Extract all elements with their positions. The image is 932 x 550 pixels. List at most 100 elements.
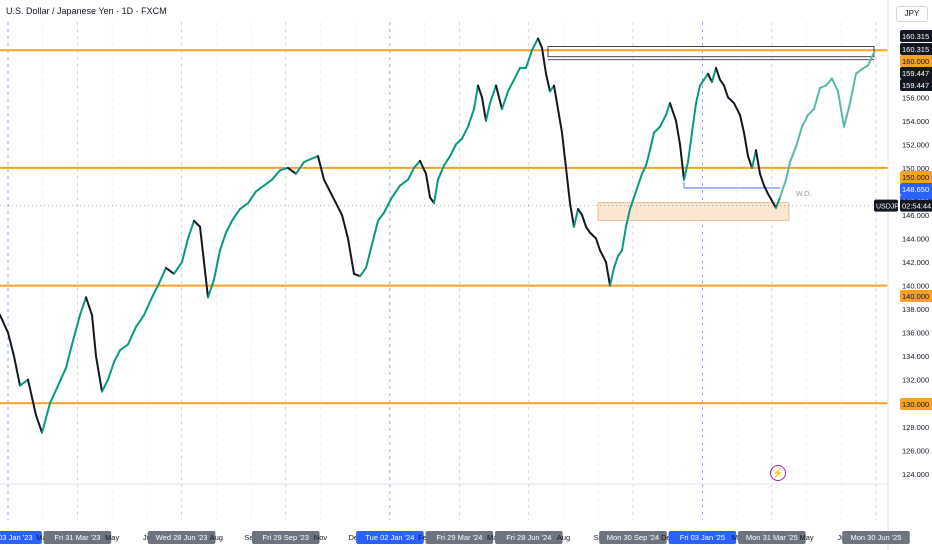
- price-segment: [695, 84, 701, 105]
- price-segment: [413, 159, 421, 169]
- price-segment: [771, 199, 777, 209]
- zones: W.O.: [547, 46, 875, 221]
- price-segment: [57, 366, 67, 387]
- price-segment: [525, 49, 533, 69]
- x-tick-box: [668, 531, 737, 544]
- projection-segment: [825, 77, 833, 87]
- x-tick-label: Fri 03 Jan '25: [680, 533, 725, 542]
- x-tick-label: Tue 03 Jan '23: [0, 533, 33, 542]
- price-label: 159.447: [902, 69, 929, 78]
- x-tick-label: Ma: [732, 533, 743, 542]
- price-segment: [85, 296, 93, 317]
- projection-segment: [795, 125, 803, 148]
- price-segment: [79, 296, 87, 317]
- price-segment: [311, 155, 319, 160]
- x-tick-label: May: [105, 533, 119, 542]
- projection-segment: [837, 90, 845, 128]
- price-label-box: [900, 67, 932, 79]
- price-segment: [767, 192, 773, 202]
- price-segment: [207, 278, 215, 299]
- price-segment: [101, 378, 109, 393]
- price-segment: [703, 72, 709, 81]
- price-segment: [759, 172, 765, 187]
- price-segment: [477, 84, 483, 99]
- price-segment: [303, 157, 313, 164]
- price-segment: [467, 108, 475, 128]
- price-segment: [371, 219, 379, 246]
- x-tick-label: Mar: [36, 533, 49, 542]
- price-segment: [71, 314, 81, 346]
- y-tick-label: 128.000: [902, 423, 929, 432]
- price-segment: [507, 78, 515, 93]
- price-segment: [287, 166, 297, 175]
- horizontal-levels: [0, 49, 888, 405]
- price-segment: [19, 378, 29, 387]
- price-segment: [675, 119, 681, 146]
- currency-button[interactable]: JPY: [896, 6, 928, 22]
- price-segment: [747, 155, 753, 169]
- price-segment: [91, 314, 97, 358]
- x-tick-label: Mon 30 Sep '24: [607, 533, 659, 542]
- price-label-box: [900, 290, 932, 302]
- y-tick-label: 134.000: [902, 352, 929, 361]
- price-segment: [585, 225, 591, 234]
- grid: [0, 22, 888, 520]
- y-tick-label: 154.000: [902, 117, 929, 126]
- price-label: 160.315: [902, 45, 929, 54]
- price-label-box: [900, 30, 932, 42]
- price-segment: [107, 361, 115, 381]
- price-segment: [255, 184, 265, 193]
- y-tick-label: 152.000: [902, 140, 929, 149]
- price-segment: [13, 355, 21, 387]
- x-tick-box: [43, 531, 112, 544]
- price-segment: [659, 113, 667, 128]
- price-segment: [271, 169, 281, 181]
- price-segment: [545, 72, 551, 93]
- price-segment: [687, 131, 693, 164]
- price-segment: [295, 161, 305, 175]
- price-segment: [495, 84, 503, 111]
- price-segment: [683, 161, 689, 181]
- price-segment: [775, 196, 781, 209]
- x-tick-label: Aug: [210, 533, 223, 542]
- x-tick-box: [356, 531, 424, 544]
- price-label: 159.447: [902, 81, 929, 90]
- price-segment: [531, 37, 539, 52]
- x-tick-label: Se: [594, 533, 603, 542]
- x-tick-label: Fri 28 Jun '24: [506, 533, 551, 542]
- x-tick-label: Dec: [349, 533, 363, 542]
- price-segment: [707, 72, 713, 84]
- price-segment: [341, 213, 349, 240]
- x-tick-label: Aug: [557, 533, 570, 542]
- x-tick-box: [599, 531, 667, 544]
- price-segment: [239, 202, 249, 211]
- price-segment: [733, 102, 741, 116]
- countdown-box: [900, 199, 932, 212]
- price-segment: [113, 349, 121, 364]
- price-segment: [751, 149, 757, 169]
- y-tick-label: 144.000: [902, 235, 929, 244]
- x-tick-label: Mon 30 Jun '25: [850, 533, 901, 542]
- price-segment: [399, 178, 409, 187]
- price-segment: [723, 84, 729, 99]
- price-segment: [665, 102, 671, 116]
- projection-segment: [843, 102, 851, 128]
- price-label-box: [900, 79, 932, 91]
- price-segment: [443, 155, 451, 167]
- x-tick-box: [495, 531, 563, 544]
- price-segment: [437, 164, 445, 181]
- y-tick-label: 138.000: [902, 305, 929, 314]
- price-segment: [653, 125, 661, 134]
- lightning-icon[interactable]: ⚡: [770, 465, 786, 481]
- price-segment: [699, 78, 705, 87]
- price-segment: [633, 184, 639, 199]
- projection-segment: [779, 178, 787, 199]
- price-label: 160.315: [902, 32, 929, 41]
- price-segment: [151, 284, 159, 299]
- price-label-box: [900, 398, 932, 410]
- price-segment: [561, 131, 567, 169]
- price-segment: [711, 66, 717, 84]
- price-segment: [649, 131, 655, 152]
- countdown-label: 02:54:44: [902, 202, 931, 211]
